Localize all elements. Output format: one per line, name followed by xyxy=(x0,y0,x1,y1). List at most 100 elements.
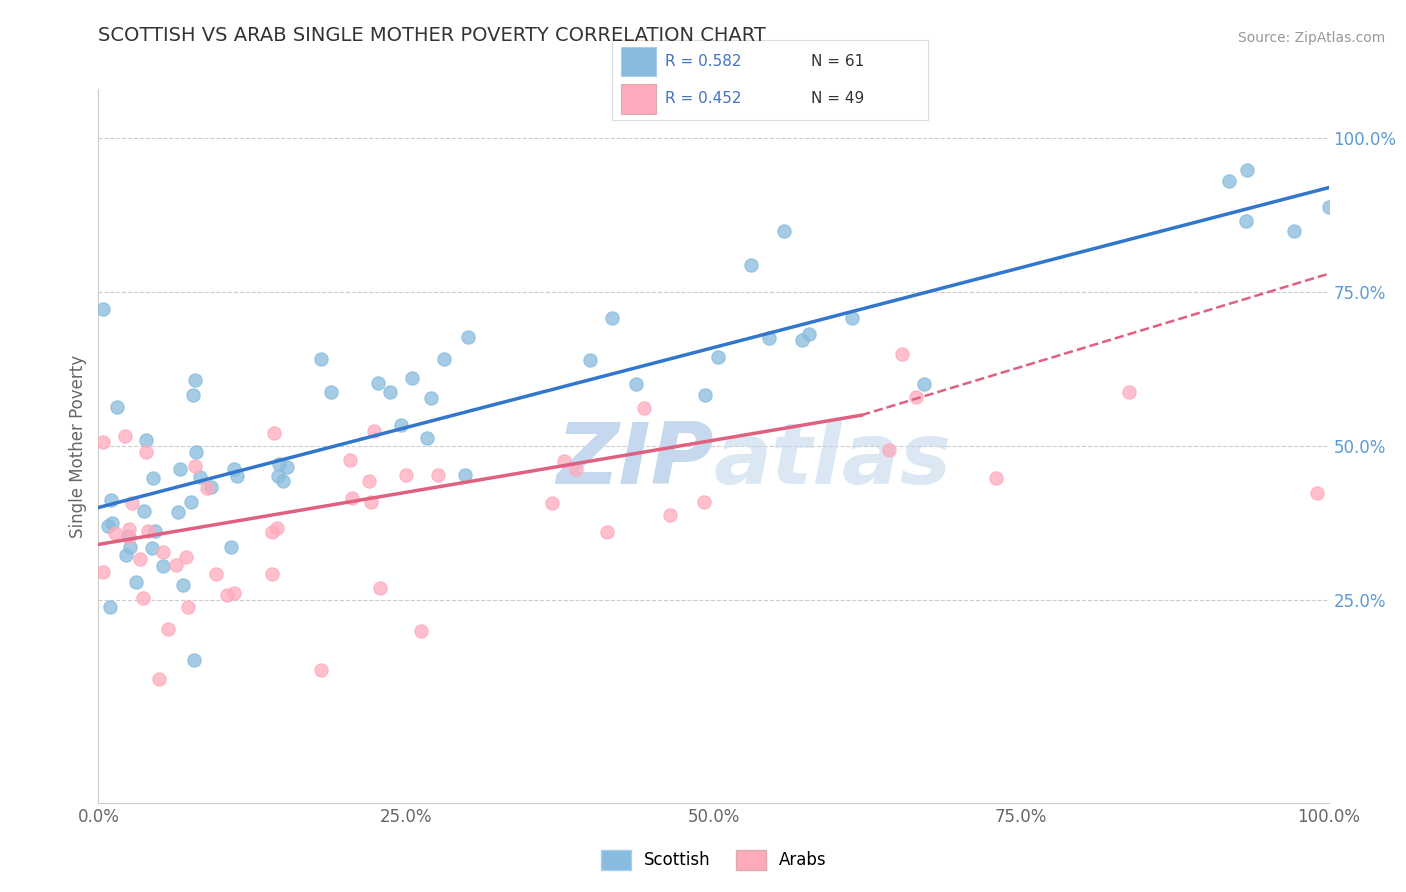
Point xyxy=(1282,224,1305,238)
Point xyxy=(693,388,716,402)
Text: N = 61: N = 61 xyxy=(811,54,865,69)
Point xyxy=(226,468,249,483)
Point xyxy=(340,491,363,506)
Point xyxy=(1234,214,1257,228)
Point xyxy=(204,567,226,582)
Bar xyxy=(621,85,655,114)
Point xyxy=(120,541,142,555)
Point xyxy=(389,417,412,432)
Point xyxy=(1236,163,1258,178)
Point xyxy=(118,530,141,544)
Point xyxy=(117,529,139,543)
Point xyxy=(367,376,389,391)
Point xyxy=(758,331,780,345)
Point xyxy=(114,548,136,562)
Point xyxy=(222,461,245,475)
Text: SCOTTISH VS ARAB SINGLE MOTHER POVERTY CORRELATION CHART: SCOTTISH VS ARAB SINGLE MOTHER POVERTY C… xyxy=(98,26,766,45)
Point xyxy=(141,471,163,485)
Text: R = 0.452: R = 0.452 xyxy=(665,91,742,106)
Point xyxy=(309,663,332,677)
Point xyxy=(93,302,115,317)
Y-axis label: Single Mother Poverty: Single Mother Poverty xyxy=(69,354,87,538)
Point xyxy=(416,431,439,445)
Point xyxy=(319,384,342,399)
Point xyxy=(433,351,456,366)
Point xyxy=(267,469,290,483)
Point xyxy=(141,541,163,556)
Point xyxy=(266,521,288,535)
Point xyxy=(136,524,159,539)
Point xyxy=(97,519,120,533)
Point xyxy=(100,493,122,508)
Point xyxy=(596,524,619,539)
Point xyxy=(1306,486,1329,500)
Point xyxy=(368,581,391,595)
Point xyxy=(454,467,477,482)
Point xyxy=(378,384,401,399)
Point xyxy=(799,326,821,341)
Point xyxy=(101,516,124,530)
Point xyxy=(457,329,479,343)
Point xyxy=(177,599,200,614)
Point xyxy=(222,585,245,599)
Point xyxy=(579,353,602,368)
Point xyxy=(188,470,211,484)
Point xyxy=(186,445,208,459)
Point xyxy=(309,351,332,366)
Point xyxy=(260,524,283,539)
Point xyxy=(271,475,294,489)
Point xyxy=(276,459,298,474)
Point xyxy=(143,524,166,539)
Point xyxy=(129,552,152,566)
Point xyxy=(1218,174,1240,188)
Point xyxy=(411,624,433,638)
Point xyxy=(135,445,157,459)
Point xyxy=(401,370,423,384)
Point xyxy=(267,457,290,471)
Point xyxy=(183,653,205,667)
Point xyxy=(891,347,914,361)
Point xyxy=(420,392,443,406)
Text: atlas: atlas xyxy=(714,418,952,502)
Point xyxy=(118,522,141,536)
Point xyxy=(105,400,128,414)
Point xyxy=(877,443,900,458)
Point xyxy=(169,462,191,476)
Point xyxy=(693,494,716,508)
Point xyxy=(152,559,174,574)
Point xyxy=(624,377,647,392)
Point xyxy=(841,310,863,325)
Point xyxy=(658,508,681,522)
Point xyxy=(180,494,202,508)
Point xyxy=(181,388,204,402)
Point xyxy=(790,334,813,348)
Text: ZIP: ZIP xyxy=(555,418,714,502)
Point xyxy=(217,588,239,602)
Point xyxy=(195,482,218,496)
Point xyxy=(174,550,197,565)
Point xyxy=(121,496,143,510)
Bar xyxy=(621,46,655,77)
Point xyxy=(912,377,935,392)
Point xyxy=(707,350,730,364)
Point xyxy=(339,453,361,467)
Point xyxy=(184,459,207,474)
Point xyxy=(600,310,623,325)
Point xyxy=(260,566,283,581)
Point xyxy=(172,578,194,592)
Point xyxy=(263,426,285,441)
Point xyxy=(360,494,382,508)
Point xyxy=(395,467,418,482)
Point xyxy=(200,479,222,493)
Point xyxy=(633,401,655,415)
Point xyxy=(219,540,242,554)
Text: R = 0.582: R = 0.582 xyxy=(665,54,742,69)
Point xyxy=(905,390,928,404)
Point xyxy=(91,565,114,579)
Text: N = 49: N = 49 xyxy=(811,91,865,106)
Point xyxy=(541,496,564,510)
Point xyxy=(157,623,180,637)
Point xyxy=(91,434,114,449)
Text: Source: ZipAtlas.com: Source: ZipAtlas.com xyxy=(1237,31,1385,45)
Point xyxy=(363,424,385,438)
